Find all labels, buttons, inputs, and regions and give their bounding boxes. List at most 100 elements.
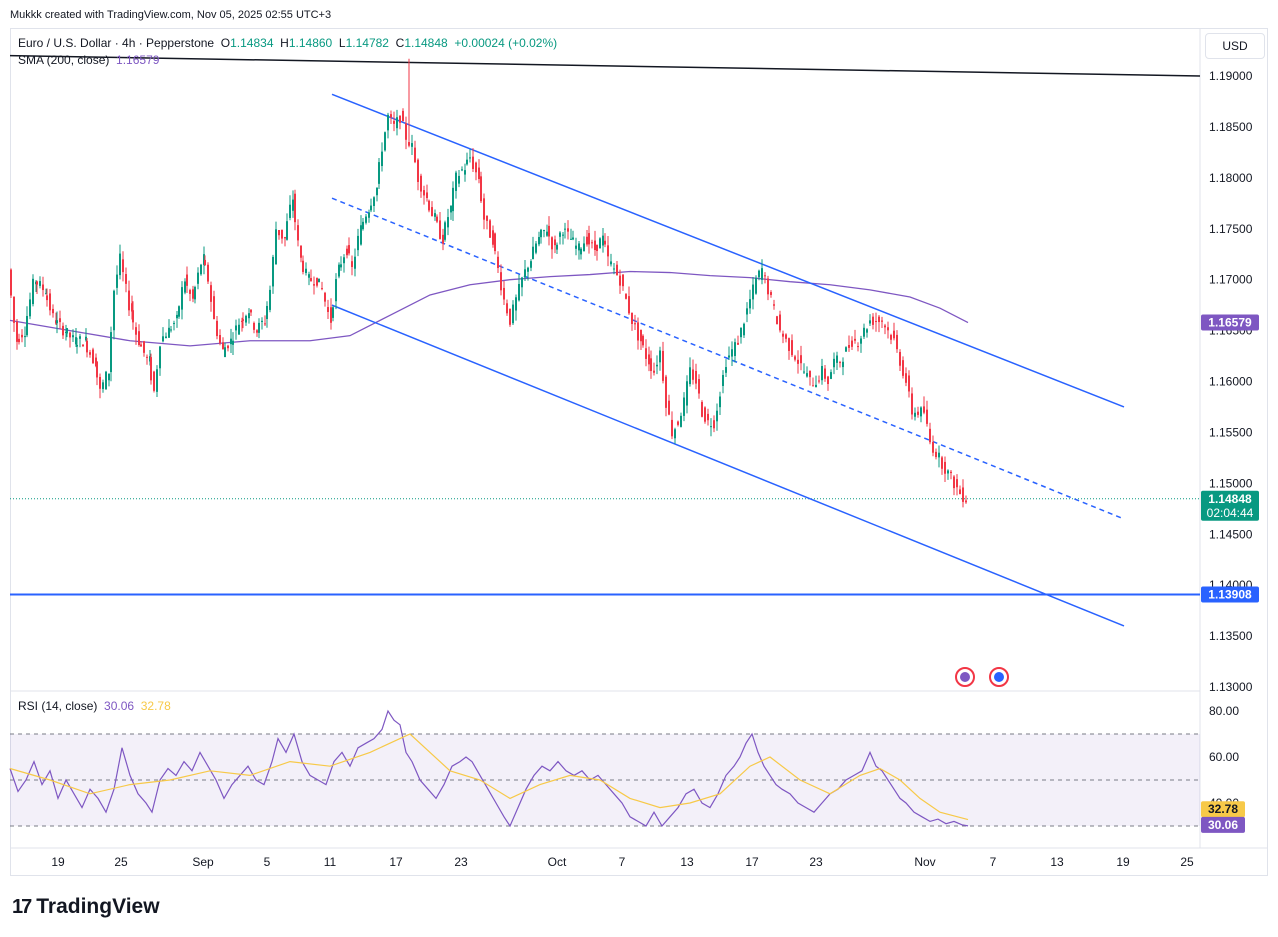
candle-body [920, 407, 922, 417]
candle-body [860, 338, 862, 344]
candle-body [743, 323, 745, 336]
candles-layer [10, 58, 967, 508]
time-tick-label: 23 [809, 855, 823, 869]
candle-body [866, 329, 868, 333]
candle-body [426, 192, 428, 199]
candle-body [518, 283, 520, 301]
candle-body [85, 336, 87, 341]
candle-body [580, 248, 582, 255]
candle-body [238, 324, 240, 335]
price-tick-label: 1.13500 [1209, 629, 1253, 643]
candle-body [186, 274, 188, 286]
candle-body [492, 230, 494, 245]
candle-body [785, 334, 787, 339]
candle-body [192, 289, 194, 299]
sma-value: 1.16579 [116, 53, 160, 67]
candle-body [564, 228, 566, 230]
candle-body [216, 320, 218, 337]
candle-body [168, 327, 170, 338]
candle-body [737, 342, 739, 345]
candle-body [125, 274, 127, 284]
candle-body [668, 400, 670, 415]
candle-body [692, 369, 694, 380]
event-icons [955, 667, 1009, 687]
candle-body [230, 338, 232, 345]
price-tick-label: 1.17000 [1209, 273, 1253, 287]
price-tag [1201, 490, 1259, 521]
candle-body [242, 319, 244, 321]
candle-body [914, 412, 916, 417]
rsi-label: RSI (14, close) [18, 699, 98, 713]
open-value: 1.14834 [230, 36, 274, 50]
candle-body [318, 278, 320, 283]
candle-body [896, 334, 898, 350]
trendline-channel-middle [331, 197, 1125, 520]
candle-body [49, 293, 51, 311]
candle-body [689, 367, 691, 385]
candle-body [578, 243, 580, 251]
candle-body [381, 151, 383, 167]
candle-body [559, 232, 561, 237]
candle-body [452, 187, 454, 212]
candle-body [411, 143, 413, 147]
candle-body [39, 281, 41, 286]
candle-body [890, 334, 892, 340]
rsi-ma-value: 32.78 [140, 699, 171, 713]
candle-body [546, 231, 548, 236]
rsi-legend[interactable]: RSI (14, close) 30.06 32.78 [18, 699, 171, 713]
candle-body [245, 315, 247, 323]
candle-body [56, 320, 58, 324]
rsi-ma-line [9, 733, 969, 821]
chart-frame[interactable] [10, 28, 1268, 876]
price-tag-value: 1.16579 [1208, 316, 1252, 330]
candle-body [310, 278, 312, 281]
candle-body [521, 277, 523, 288]
candle-body [929, 428, 931, 443]
candle-body [722, 374, 724, 386]
candle-body [266, 305, 268, 319]
candle-body [86, 340, 88, 353]
candle-body [791, 340, 793, 356]
candle-body [758, 270, 760, 278]
candle-body [18, 338, 20, 343]
candle-body [414, 147, 416, 163]
candle-body [650, 358, 652, 372]
candle-body [803, 371, 805, 373]
candle-body [836, 355, 838, 363]
candle-body [146, 356, 148, 358]
candle-body [354, 256, 356, 269]
candle-body [384, 132, 386, 151]
candle-body [69, 332, 71, 338]
price-tick-label: 1.13000 [1209, 680, 1253, 694]
candle-body [444, 222, 446, 240]
candle-body [902, 360, 904, 376]
close-label: C [395, 36, 405, 50]
time-tick-label: 11 [324, 855, 337, 869]
symbol-legend[interactable]: Euro / U.S. Dollar · 4h · Pepperstone O1… [18, 36, 557, 50]
candle-body [378, 162, 380, 184]
candle-body [599, 238, 601, 249]
candle-body [24, 336, 26, 338]
candle-body [159, 346, 161, 369]
candle-body [878, 316, 880, 323]
candle-body [36, 281, 38, 285]
candle-body [707, 413, 709, 421]
candle-body [261, 320, 263, 322]
candle-body [143, 341, 145, 353]
candle-body [908, 375, 910, 392]
candle-body [165, 336, 167, 339]
candle-body [362, 221, 364, 230]
sma-legend[interactable]: SMA (200, close) 1.16579 [18, 53, 159, 67]
candle-body [423, 190, 425, 196]
candle-body [821, 366, 823, 381]
sma-layer [9, 270, 969, 347]
rsi-value: 30.06 [104, 699, 135, 713]
candle-body [79, 336, 81, 339]
candle-body [833, 358, 835, 368]
candle-body [373, 197, 375, 206]
candle-body [478, 167, 480, 180]
candle-body [472, 156, 474, 169]
currency-button[interactable]: USD [1205, 33, 1265, 59]
